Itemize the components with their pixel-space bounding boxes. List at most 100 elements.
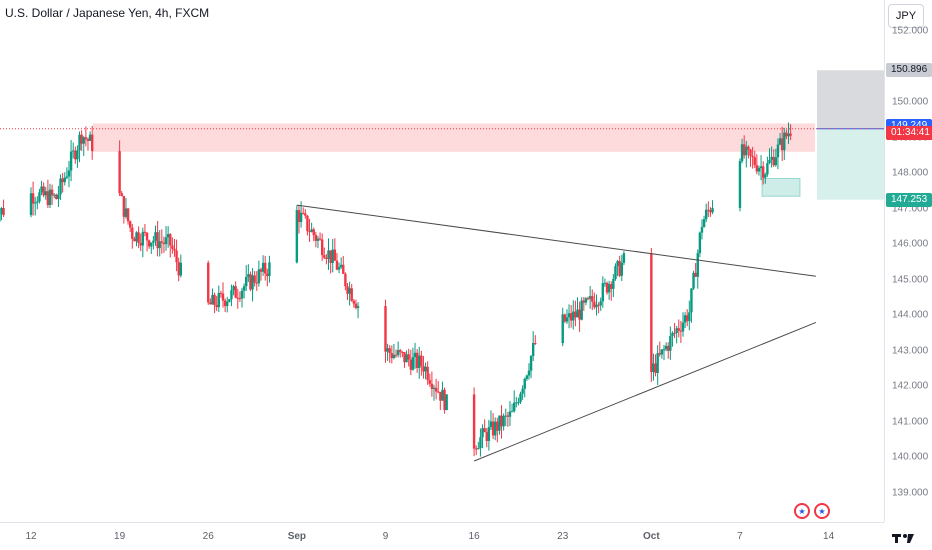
candle-body [445,394,448,411]
time-axis-border [0,522,884,523]
candle-body [245,276,248,287]
candle-body [759,166,763,169]
candle-body [428,380,431,384]
candle-body [240,290,244,299]
price-tick-label: 150.000 [892,96,929,108]
resistance-zone [93,123,815,152]
candle-body [472,394,476,449]
candle-body [614,265,617,280]
candle-body [40,186,43,193]
candle-body [34,202,37,204]
tradingview-logo-icon[interactable] [890,531,922,545]
candle-body [525,375,529,379]
candle-body [38,192,41,202]
candle-body [251,275,254,290]
price-tick-label: 147.000 [892,203,929,215]
candle-body [707,209,710,211]
candle-body [348,288,351,294]
candle-body [337,267,341,270]
candle-body [312,229,315,236]
candle-body [171,245,174,249]
candle-body [747,146,750,150]
price-chart[interactable] [0,0,884,522]
candle-body [664,345,668,350]
time-tick-label: 23 [557,531,569,542]
candle-body [586,298,590,300]
candle-body [561,314,564,344]
target-zone [817,70,884,129]
candle-body [489,421,493,428]
candle-body [50,189,54,196]
candle-body [772,156,775,166]
candle-body [688,312,691,322]
candle-body [236,297,239,299]
candle-body [504,415,507,417]
stop-price-tag: 147.253 [886,193,932,207]
candle-body [749,149,752,156]
candle-body [255,282,258,284]
candle-body [768,159,771,164]
candle-body [131,227,134,239]
candle-body [316,238,320,241]
candle-body [437,391,440,393]
upper-trendline [296,204,816,277]
candle-body [405,354,408,363]
candle-body [510,411,514,413]
candle-body [59,178,62,195]
candle-body [654,363,657,373]
candle-body [259,269,263,272]
candle-body [787,133,790,137]
candle-body [616,261,619,266]
candle-body [141,231,145,246]
candle-body [597,304,600,306]
candle-body [622,253,626,263]
candle-body [498,415,501,431]
candle-body [268,262,271,277]
candle-body [770,156,773,160]
candle-body [124,208,128,217]
candle-body [607,284,611,293]
candle-body [0,213,1,222]
currency-button[interactable]: JPY [888,4,924,28]
candle-body [565,317,569,322]
candle-body [158,241,161,249]
us-flag-icon[interactable]: ★ [814,503,830,519]
candle-body [166,234,170,238]
candle-body [764,174,767,178]
candle-body [396,350,400,355]
candle-body [160,241,164,243]
candle-body [660,349,664,355]
candle-body [352,300,356,304]
candle-body [487,427,491,442]
time-tick-label: Sep [287,531,307,542]
candle-body [420,355,423,366]
lower-trendline [473,321,817,462]
candle-body [120,193,123,197]
candle-body [574,311,577,318]
candle-body [335,260,339,270]
candle-body [118,151,121,194]
candle-body [605,282,609,293]
candle-body [656,353,659,373]
candle-body [434,387,438,392]
candle-body [333,249,337,261]
candle-body [610,284,613,289]
us-flag-icon[interactable]: ★ [794,503,810,519]
candle-body [162,242,166,245]
candle-body [350,288,353,301]
candle-body [403,352,406,363]
time-tick-label: 16 [468,531,480,542]
candle-body [221,293,225,301]
candle-body [705,209,708,220]
candle-body [308,231,311,233]
candle-body [529,355,533,371]
candle-body [42,186,45,196]
candle-body [314,235,318,241]
price-tick-label: 139.000 [892,487,929,499]
candle-body [567,313,571,318]
candle-body [591,296,594,302]
candle-body [673,332,676,334]
candle-body [593,301,596,308]
candle-body [612,279,615,289]
candle-body [76,150,79,160]
